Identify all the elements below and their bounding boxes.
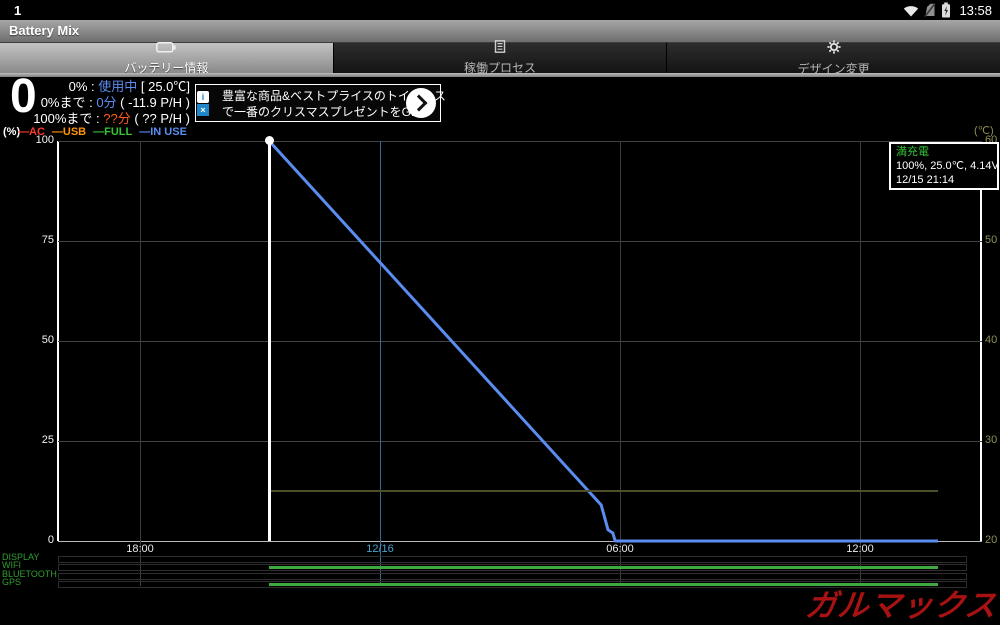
no-sim-icon <box>924 3 937 17</box>
legend-item-ac: —AC <box>18 126 45 138</box>
process-list-icon <box>493 40 507 58</box>
tab-bar: バッテリー情報 稼働プロセス デザイン変更 <box>0 39 1000 76</box>
tab-label: 稼働プロセス <box>464 61 537 75</box>
y-axis-left-tick: 75 <box>41 234 54 246</box>
y-axis-right-tick: 30 <box>985 434 998 446</box>
clock: 13:58 <box>959 2 992 18</box>
tab-design-change[interactable]: デザイン変更 <box>666 39 1000 76</box>
timeline-row-track <box>58 581 967 589</box>
annotation-timestamp: 12/15 21:14 <box>896 174 955 186</box>
series-in-use-battery-percent <box>268 139 938 543</box>
y-axis-right-tick: 40 <box>985 334 998 346</box>
ad-arrow-button[interactable] <box>406 88 436 118</box>
battery-info-lines: 0% : 使用中 [ 25.0℃] 0%まで : 0分 ( -11.9 P/H … <box>30 79 190 127</box>
h-gridline <box>58 440 982 442</box>
x-axis-tick: 06:00 <box>606 543 634 555</box>
wifi-icon <box>903 4 919 17</box>
v-gridline <box>379 141 381 586</box>
y-axis-left-tick: 100 <box>35 134 54 146</box>
info-suffix: ( ?? P/H ) <box>130 111 190 126</box>
tab-bar-underline <box>0 73 1000 77</box>
info-prefix: 100%まで : <box>33 111 104 126</box>
timeline-row-label: DISPLAY <box>2 551 40 562</box>
info-accent: ??分 <box>103 111 131 126</box>
y-axis-left-tick: 25 <box>41 434 54 446</box>
battery-level-big: 0 <box>10 70 37 123</box>
h-gridline <box>58 340 982 342</box>
y-axis-left-tick: 0 <box>47 534 54 546</box>
full-charge-marker-line <box>267 141 271 541</box>
ad-text: 豊富な商品&ベストプライスのトイザらス で一番のクリスマスプレゼントをGET! <box>222 88 446 120</box>
ad-text-line2: で一番のクリスマスプレゼントをGET! <box>222 105 430 119</box>
v-gridline <box>139 141 141 586</box>
legend-item-in-use: —IN USE <box>139 126 187 138</box>
tab-battery-info[interactable]: バッテリー情報 <box>0 40 333 75</box>
garumax-watermark: ガルマックス <box>803 588 999 623</box>
ad-text-line1: 豊富な商品&ベストプライスのトイザらス <box>222 89 446 103</box>
v-gridline <box>619 141 621 586</box>
battery-info-line: 0%まで : 0分 ( -11.9 P/H ) <box>30 95 190 111</box>
y-axis-right-tick: 50 <box>985 234 998 246</box>
tab-label: デザイン変更 <box>797 61 870 76</box>
info-prefix: 0% : <box>68 79 99 94</box>
info-suffix: [ 25.0℃] <box>137 79 190 94</box>
y-axis-right-unit: (℃) <box>974 125 994 137</box>
ad-choices-icon[interactable]: i <box>197 91 209 103</box>
ad-banner[interactable]: i × 豊富な商品&ベストプライスのトイザらス で一番のクリスマスプレゼントをG… <box>195 84 446 122</box>
full-charge-annotation: 満充電 100%, 25.0℃, 4.14V 12/15 21:14 <box>889 142 999 190</box>
battery-tab-icon <box>156 40 176 58</box>
legend-item-full: —FULL <box>93 126 133 138</box>
v-gridline <box>859 141 861 586</box>
timeline-row-track <box>58 572 967 580</box>
chart-legend: —AC —USB —FULL —IN USE <box>18 126 194 138</box>
h-gridline <box>58 140 982 142</box>
timeline-row-track <box>58 564 967 572</box>
info-prefix: 0%まで : <box>40 95 97 110</box>
h-gridline <box>58 240 982 242</box>
full-charge-marker-dot <box>264 136 274 145</box>
info-suffix: ( -11.9 P/H ) <box>116 95 190 110</box>
y-axis-left-tick: 50 <box>41 334 54 346</box>
legend-item-usb: —USB <box>51 126 87 138</box>
battery-info-line: 100%まで : ??分 ( ?? P/H ) <box>30 111 190 127</box>
info-accent: 0分 <box>96 95 117 110</box>
app-title: Battery Mix <box>9 23 80 38</box>
x-axis-tick: 12:00 <box>846 543 874 555</box>
ad-close-icon[interactable]: × <box>197 104 209 116</box>
battery-info-line: 0% : 使用中 [ 25.0℃] <box>30 79 190 95</box>
timeline-active-bar <box>269 566 938 570</box>
x-axis-tick: 18:00 <box>126 543 154 555</box>
battery-charging-icon <box>941 2 951 18</box>
h-gridline <box>58 540 982 542</box>
annotation-title: 満充電 <box>896 146 929 158</box>
android-status-bar: 1 13:58 <box>0 0 1000 20</box>
info-accent: 使用中 <box>98 79 138 94</box>
timeline-row-label: WIFI <box>2 560 21 571</box>
android-nav-bar <box>0 593 1000 625</box>
y-axis-right-tick: 20 <box>985 534 998 546</box>
app-title-bar: Battery Mix <box>0 20 1000 43</box>
timeline-row-label: BLUETOOTH <box>2 568 57 579</box>
annotation-detail: 100%, 25.0℃, 4.14V <box>896 160 999 172</box>
y-axis-left-unit: (%) <box>3 126 21 138</box>
timeline-active-bar <box>269 583 938 587</box>
x-axis-tick: 12/16 <box>366 543 394 555</box>
timeline-row-label: GPS <box>2 577 22 588</box>
gear-icon <box>827 39 841 59</box>
notification-count: 1 <box>14 2 22 18</box>
tab-label: バッテリー情報 <box>124 61 209 75</box>
timeline-row-track <box>58 555 967 563</box>
tab-running-processes[interactable]: 稼働プロセス <box>332 40 667 75</box>
